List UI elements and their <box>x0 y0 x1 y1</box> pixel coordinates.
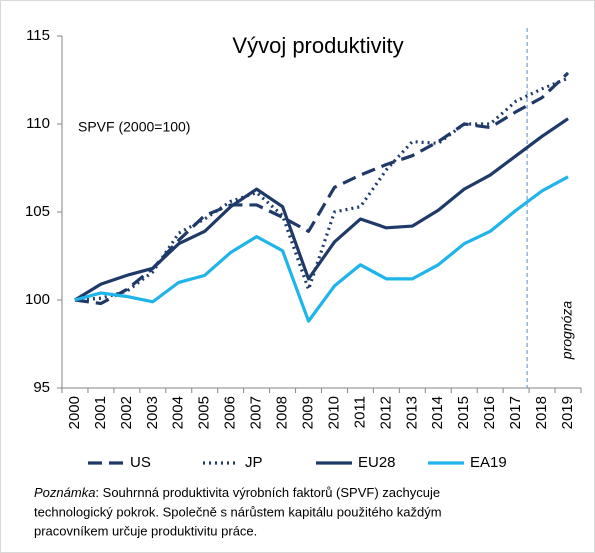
x-tick-label: 2004 <box>170 396 187 429</box>
y-tick-label: 95 <box>33 379 50 396</box>
x-tick-label: 2003 <box>144 396 161 429</box>
x-tick-label: 2009 <box>299 396 316 429</box>
x-tick-label: 2019 <box>559 396 576 429</box>
x-tick-label: 2012 <box>377 396 394 429</box>
x-tick-label: 2006 <box>222 396 239 429</box>
series-line <box>74 117 569 302</box>
x-tick-label: 2018 <box>533 396 550 429</box>
x-tick-label: 2016 <box>481 396 498 429</box>
x-tick-label: 2002 <box>118 396 135 429</box>
x-tick-label: 2000 <box>66 396 83 429</box>
note: Poznámka: Souhrnná produktivita výrobníc… <box>34 485 440 500</box>
y-tick-label: 115 <box>26 27 50 44</box>
x-tick-label: 2010 <box>325 396 342 429</box>
y-tick-label: 110 <box>26 115 50 132</box>
series-line <box>74 175 569 323</box>
note-label: Poznámka <box>34 485 95 500</box>
x-tick-label: 2014 <box>429 396 446 429</box>
chart-title: Vývoj produktivity <box>232 33 403 58</box>
y-tick-label: 105 <box>25 203 50 220</box>
x-tick-label: 2008 <box>274 396 291 429</box>
x-tick-label: 2007 <box>248 396 265 429</box>
note-line: : Souhrnná produktivita výrobních faktor… <box>95 485 440 500</box>
x-tick-label: 2015 <box>455 396 472 429</box>
note-line: technologický pokrok. Společně s nárůste… <box>34 504 442 519</box>
legend-label: EU28 <box>358 454 396 471</box>
y-tick-label: 100 <box>25 291 50 308</box>
x-tick-label: 2017 <box>507 396 524 429</box>
x-tick-label: 2011 <box>351 396 368 428</box>
legend-label: JP <box>245 454 263 471</box>
legend-label: EA19 <box>470 454 507 471</box>
legend-label: US <box>130 454 151 471</box>
x-tick-label: 2013 <box>403 396 420 429</box>
annotation: prognóza <box>559 301 575 361</box>
note-line: pracovníkem určuje produktivitu práce. <box>34 523 257 538</box>
annotation: SPVF (2000=100) <box>78 119 190 135</box>
x-tick-label: 2001 <box>92 396 109 429</box>
series-line <box>74 76 569 302</box>
x-tick-label: 2005 <box>196 396 213 429</box>
